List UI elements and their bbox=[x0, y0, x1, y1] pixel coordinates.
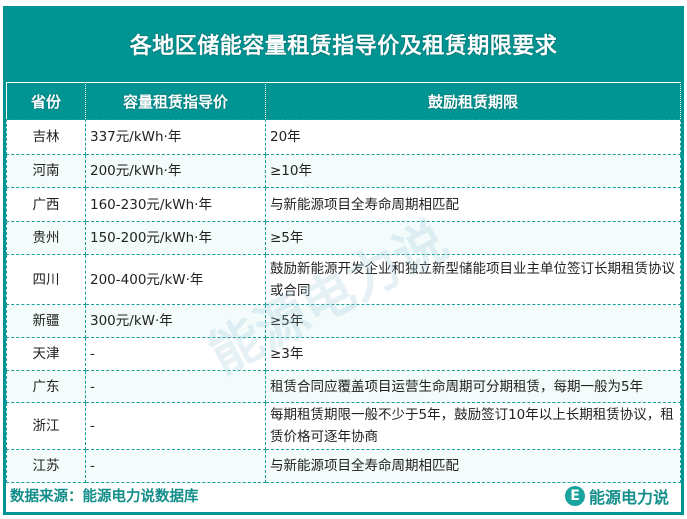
table-row: 新疆 300元/kW·年 ≥5年 bbox=[6, 304, 681, 338]
table-row: 广西 160-230元/kWh·年 与新能源项目全寿命周期相匹配 bbox=[6, 187, 681, 222]
table-row: 广东 - 租赁合同应覆盖项目运营生命周期可分期租赁，每期一般为5年 bbox=[6, 370, 681, 403]
cell-term: 租赁合同应覆盖项目运营生命周期可分期租赁，每期一般为5年 bbox=[265, 370, 681, 403]
header-term: 鼓励租赁期限 bbox=[265, 82, 681, 120]
cell-term: 鼓励新能源开发企业和独立新型储能项目业主单位签订长期租赁协议或合同 bbox=[265, 254, 681, 305]
table-row: 吉林 337元/kWh·年 20年 bbox=[6, 119, 681, 155]
cell-province: 广东 bbox=[6, 370, 86, 403]
cell-price: 337元/kWh·年 bbox=[85, 119, 266, 155]
cell-province: 吉林 bbox=[6, 119, 86, 155]
brand: E 能源电力说 bbox=[564, 484, 669, 508]
table-row: 江苏 - 与新能源项目全寿命周期相匹配 bbox=[6, 449, 681, 483]
cell-province: 河南 bbox=[6, 154, 86, 188]
cell-term: ≥10年 bbox=[265, 154, 681, 188]
cell-term: 与新能源项目全寿命周期相匹配 bbox=[265, 449, 681, 483]
table-row: 四川 200-400元/kW·年 鼓励新能源开发企业和独立新型储能项目业主单位签订长… bbox=[6, 254, 681, 305]
cell-province: 广西 bbox=[6, 187, 86, 222]
cell-term: ≥5年 bbox=[265, 304, 681, 338]
cell-province: 江苏 bbox=[6, 449, 86, 483]
cell-price: - bbox=[85, 402, 266, 450]
footer: 数据来源：能源电力说数据库 E 能源电力说 bbox=[6, 479, 681, 512]
cell-term: ≥5年 bbox=[265, 221, 681, 255]
brand-logo-icon: E bbox=[564, 485, 585, 506]
table-row: 浙江 - 每期租赁期限一般不少于5年，鼓励签订10年以上长期租赁协议，租赁价格可逐年… bbox=[6, 402, 681, 450]
cell-price: 200-400元/kW·年 bbox=[85, 254, 266, 305]
page-title: 各地区储能容量租赁指导价及租赁期限要求 bbox=[6, 6, 681, 82]
table-row: 河南 200元/kWh·年 ≥10年 bbox=[6, 154, 681, 188]
cell-price: 160-230元/kWh·年 bbox=[85, 187, 266, 222]
cell-price: 150-200元/kWh·年 bbox=[85, 221, 266, 255]
cell-province: 贵州 bbox=[6, 221, 86, 255]
header-province: 省份 bbox=[6, 82, 86, 120]
cell-term: ≥3年 bbox=[265, 337, 681, 371]
cell-province: 新疆 bbox=[6, 304, 86, 338]
cell-province: 四川 bbox=[6, 254, 86, 305]
cell-province: 天津 bbox=[6, 337, 86, 371]
cell-term: 20年 bbox=[265, 119, 681, 155]
cell-price: - bbox=[85, 337, 266, 371]
header-price: 容量租赁指导价 bbox=[85, 82, 266, 120]
lease-table: 省份 容量租赁指导价 鼓励租赁期限 吉林 337元/kWh·年 20年 河南 200元/… bbox=[6, 82, 681, 483]
cell-price: 200元/kWh·年 bbox=[85, 154, 266, 188]
table-row: 贵州 150-200元/kWh·年 ≥5年 bbox=[6, 221, 681, 255]
cell-price: 300元/kW·年 bbox=[85, 304, 266, 338]
cell-price: - bbox=[85, 370, 266, 403]
brand-name: 能源电力说 bbox=[588, 487, 669, 507]
table-row: 天津 - ≥3年 bbox=[6, 337, 681, 371]
cell-term: 与新能源项目全寿命周期相匹配 bbox=[265, 187, 681, 222]
cell-price: - bbox=[85, 449, 266, 483]
cell-province: 浙江 bbox=[6, 402, 86, 450]
data-source: 数据来源：能源电力说数据库 bbox=[10, 489, 199, 505]
table-card: 各地区储能容量租赁指导价及租赁期限要求 省份 容量租赁指导价 鼓励租赁期限 吉林… bbox=[3, 6, 684, 515]
cell-term: 每期租赁期限一般不少于5年，鼓励签订10年以上长期租赁协议，租赁价格可逐年协商 bbox=[265, 402, 681, 450]
header-row: 省份 容量租赁指导价 鼓励租赁期限 bbox=[6, 82, 681, 120]
